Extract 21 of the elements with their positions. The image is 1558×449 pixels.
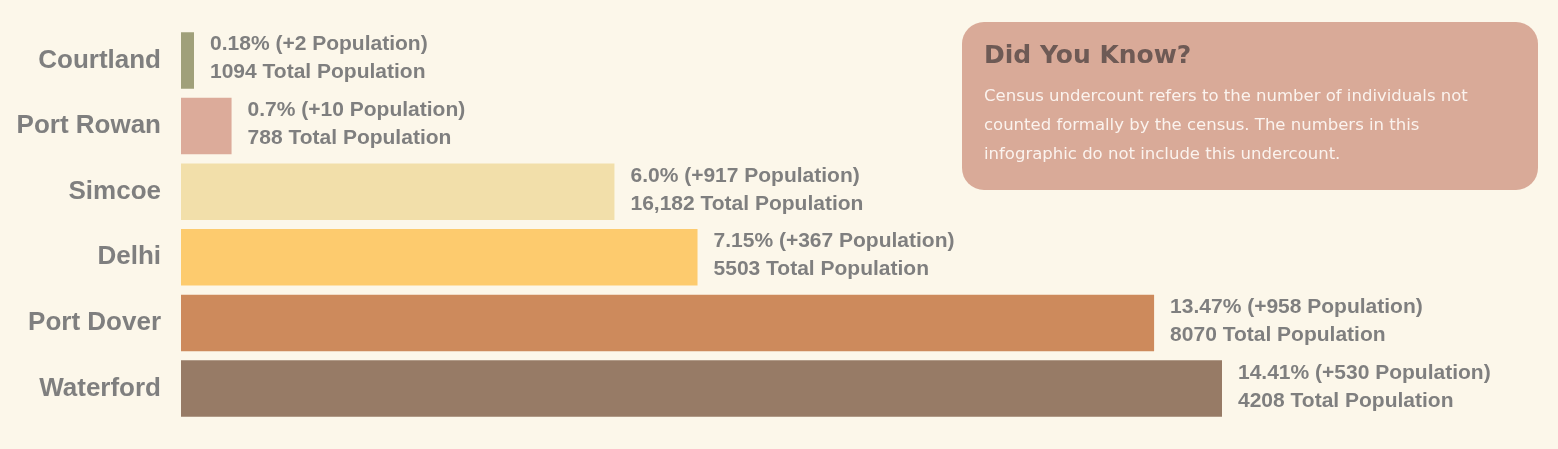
- data-label: 13.47% (+958 Population) 8070 Total Population: [1170, 294, 1423, 346]
- y-tick-label: Simcoe: [68, 174, 161, 205]
- y-tick-label: Port Dover: [28, 306, 161, 337]
- note-card: Did You Know? Census undercount refers to the number of individuals not counted formally by the census. The numbers in this infographic do not include this undercount.: [962, 22, 1538, 190]
- bar: [181, 97, 232, 155]
- y-tick-label: Port Rowan: [16, 109, 161, 140]
- bar: [181, 32, 194, 89]
- data-label: 6.0% (+917 Population) 16,182 Total Population: [630, 162, 864, 214]
- data-label: 0.18% (+2 Population) 1094 Total Population: [210, 31, 428, 83]
- annotation: Did You Know?: [984, 40, 1193, 69]
- y-tick-label: Courtland: [38, 43, 161, 74]
- data-label: 0.7% (+10 Population) 788 Total Population: [247, 97, 466, 149]
- annotation: Census undercount refers to the number of individuals not counted formally by the census. The numbers in this infographic do not include this undercount.: [984, 85, 1469, 165]
- data-label: 7.15% (+367 Population) 5503 Total Population: [713, 228, 955, 280]
- bar: [181, 294, 1155, 352]
- bar: [181, 360, 1222, 417]
- data-label: 14.41% (+530 Population) 4208 Total Population: [1238, 359, 1491, 411]
- y-tick-label: Delhi: [97, 240, 161, 271]
- y-tick-label: Waterford: [39, 371, 161, 402]
- bar: [181, 229, 698, 286]
- bar: [181, 163, 615, 220]
